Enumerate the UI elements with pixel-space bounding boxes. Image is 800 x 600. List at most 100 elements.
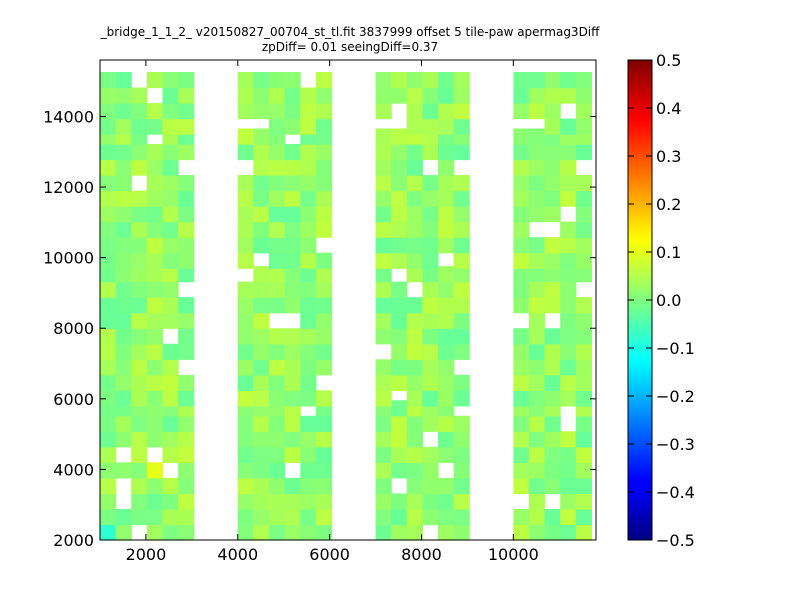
heatmap-cell: [544, 446, 561, 463]
heatmap-cell: [544, 175, 561, 192]
heatmap-cell: [178, 297, 195, 314]
heatmap-cell: [300, 118, 317, 135]
heatmap-cell: [100, 524, 117, 541]
heatmap-cell: [237, 477, 254, 495]
heatmap-cell: [269, 206, 286, 223]
heatmap-cell: [284, 328, 301, 345]
heatmap-cell: [284, 190, 301, 207]
heatmap-cell: [391, 400, 408, 417]
heatmap-cell: [253, 477, 270, 495]
heatmap-cell: [100, 359, 117, 376]
heatmap-cell: [131, 431, 148, 448]
heatmap-cell: [115, 359, 132, 376]
heatmap-cell: [406, 374, 423, 391]
heatmap-cell: [162, 374, 179, 391]
heatmap-cell: [253, 159, 270, 176]
heatmap-cell: [284, 446, 301, 463]
heatmap-cell: [438, 72, 455, 89]
heatmap-cell: [146, 72, 164, 89]
heatmap-cell: [162, 72, 179, 89]
heatmap-cell: [269, 415, 286, 432]
heatmap-cell: [100, 297, 117, 314]
heatmap-cell: [131, 359, 148, 376]
heatmap-cell: [269, 281, 286, 298]
heatmap-cell: [575, 118, 593, 135]
heatmap-cell: [115, 374, 132, 391]
heatmap-cell: [513, 237, 530, 254]
heatmap-cell: [438, 281, 455, 298]
heatmap-cell: [406, 328, 423, 345]
heatmap-cell: [453, 493, 470, 510]
heatmap-cell: [115, 221, 132, 238]
heatmap-cell: [528, 390, 546, 407]
heatmap-cell: [284, 72, 301, 89]
heatmap-cell: [391, 415, 408, 432]
heatmap-cell: [178, 206, 195, 223]
heatmap-cell: [528, 281, 546, 298]
heatmap-cell: [315, 159, 333, 176]
heatmap-cell: [131, 221, 148, 238]
heatmap-cell: [162, 297, 179, 314]
heatmap-cell: [178, 103, 195, 120]
heatmap-cell: [131, 508, 148, 526]
heatmap-cell: [146, 524, 164, 541]
heatmap-cell: [453, 206, 470, 223]
heatmap-cell: [115, 144, 132, 161]
heatmap-cell: [560, 221, 577, 238]
heatmap-cell: [146, 477, 164, 495]
heatmap-cell: [237, 144, 254, 161]
heatmap-cell: [284, 524, 301, 541]
heatmap-cell: [453, 508, 470, 526]
heatmap-cell: [115, 72, 132, 89]
heatmap-cell: [237, 237, 254, 254]
heatmap-cell: [375, 103, 392, 120]
heatmap-cell: [406, 175, 423, 192]
heatmap-cell: [284, 266, 301, 283]
heatmap-cell: [375, 221, 392, 238]
heatmap-cell: [162, 312, 179, 329]
heatmap-cell: [513, 359, 530, 376]
heatmap-cell: [300, 297, 317, 314]
heatmap-cell: [100, 281, 117, 298]
heatmap-cell: [438, 359, 455, 376]
heatmap-cell: [375, 374, 392, 391]
heatmap-cell: [422, 190, 439, 207]
heatmap-cell: [131, 390, 148, 407]
heatmap-cell: [131, 144, 148, 161]
heatmap-cell: [560, 508, 577, 526]
heatmap-cell: [269, 297, 286, 314]
heatmap-cell: [544, 103, 561, 120]
heatmap-cell: [269, 328, 286, 345]
heatmap-cell: [438, 159, 455, 176]
heatmap-cell: [375, 190, 392, 207]
heatmap-cell: [544, 266, 561, 283]
heatmap-cell: [284, 252, 301, 269]
heatmap-cell: [560, 190, 577, 207]
colorbar-ticks: −0.5 −0.4 −0.3 −0.2 −0.1 0.0 0.1 0.2 0.3 0.4 0.5: [628, 51, 695, 550]
heatmap-cell: [453, 431, 470, 448]
heatmap-cell: [300, 446, 317, 463]
heatmap-cell: [528, 431, 546, 448]
heatmap-cell: [178, 390, 195, 407]
heatmap-cell: [115, 103, 132, 120]
heatmap-cell: [391, 508, 408, 526]
heatmap-cell: [284, 118, 301, 135]
heatmap-cell: [544, 477, 561, 495]
heatmap-cell: [269, 446, 286, 463]
heatmap-cell: [100, 159, 117, 176]
heatmap-cell: [528, 206, 546, 223]
heatmap-cell: [300, 237, 317, 254]
heatmap-cell: [544, 297, 561, 314]
heatmap-cell: [391, 221, 408, 238]
heatmap-cell: [544, 72, 561, 89]
heatmap-cell: [560, 431, 577, 448]
heatmap-cell: [237, 446, 254, 463]
heatmap-cell: [131, 493, 148, 510]
heatmap-cell: [453, 446, 470, 463]
heatmap-cell: [391, 206, 408, 223]
heatmap-cell: [162, 508, 179, 526]
heatmap-cell: [513, 281, 530, 298]
heatmap-cell: [528, 343, 546, 360]
heatmap-cell: [300, 87, 317, 104]
heatmap-cell: [438, 221, 455, 238]
